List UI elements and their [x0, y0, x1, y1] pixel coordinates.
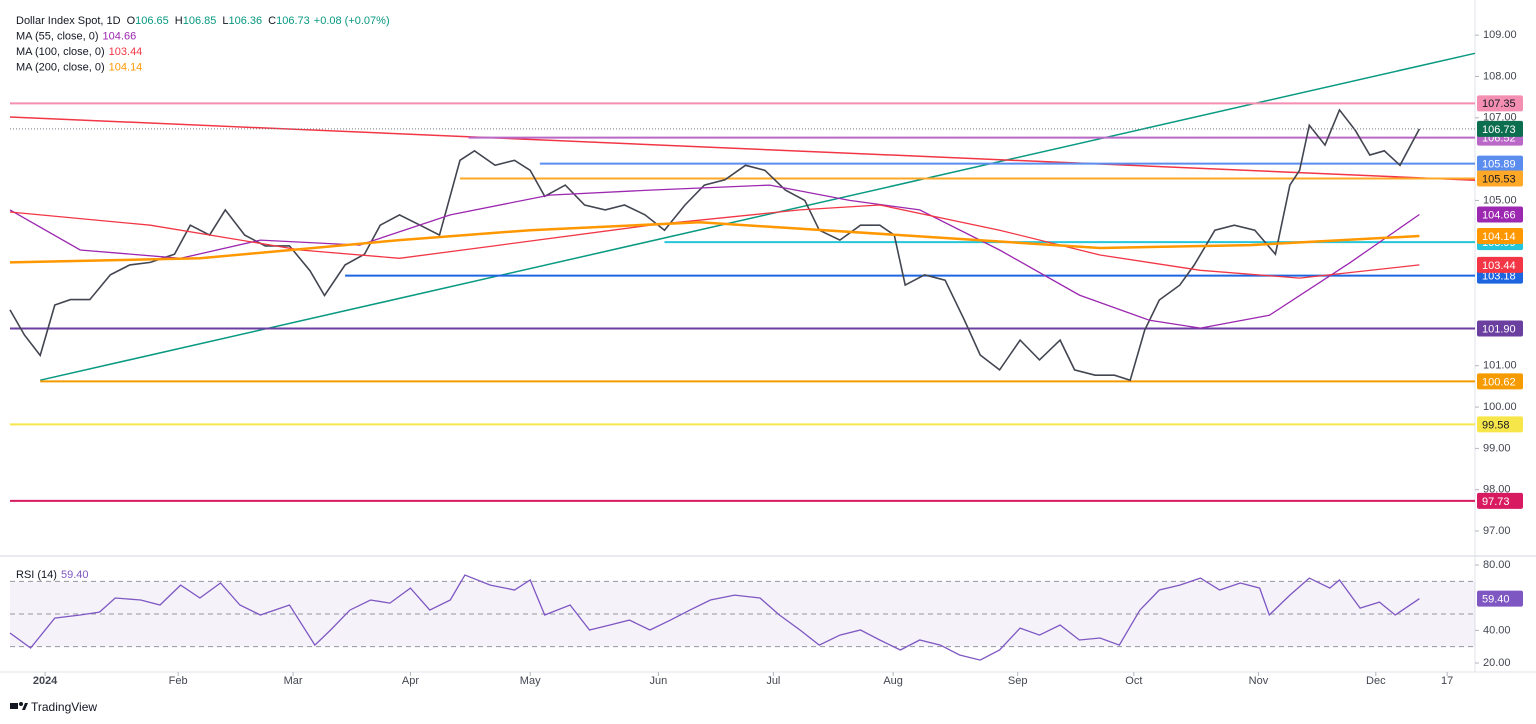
x-tick-label: Feb	[169, 675, 188, 687]
y-tick-label: 98.00	[1483, 484, 1511, 496]
ohlc-value: 106.65	[135, 15, 169, 27]
last-value-label-bg	[1477, 256, 1523, 273]
level-label-bg	[1477, 373, 1523, 390]
legend-name: MA (100, close, 0)	[16, 46, 105, 58]
level-label: 99.58	[1482, 419, 1510, 431]
legend-value: 103.44	[109, 46, 143, 58]
y-tick-label: 40.00	[1483, 624, 1511, 636]
last-value-label-bg	[1477, 590, 1523, 607]
ohlc-key: C	[268, 15, 276, 27]
ohlc-value: 106.36	[229, 15, 263, 27]
level-label-bg	[1477, 155, 1523, 172]
logo	[10, 702, 28, 710]
last-value-label-bg	[1477, 120, 1523, 137]
x-tick-label: Oct	[1125, 675, 1142, 687]
series-line	[9, 184, 1420, 329]
level-label: 103.18	[1482, 271, 1516, 283]
series-line	[9, 108, 1421, 382]
x-tick-label: Dec	[1366, 675, 1386, 687]
level-label-bg	[1477, 170, 1523, 187]
last-value-label-bg	[1477, 227, 1523, 244]
x-tick-label: Jun	[650, 675, 668, 687]
y-tick-label: 100.00	[1483, 401, 1517, 413]
x-tick-label: Aug	[883, 675, 903, 687]
legend-entry: MA (100, close, 0) 103.44	[16, 46, 142, 58]
rsi-value: 59.40	[61, 569, 89, 581]
y-tick-label: 109.00	[1483, 29, 1517, 41]
y-tick-label: 80.00	[1483, 559, 1511, 571]
ohlc-key: O	[127, 15, 136, 27]
level-label-bg	[1477, 320, 1523, 337]
x-tick-label: Apr	[402, 675, 419, 687]
legend-name: MA (55, close, 0)	[16, 30, 99, 42]
y-tick-label: 105.00	[1483, 194, 1517, 206]
trendline	[9, 116, 1476, 181]
legend-value: 104.14	[109, 61, 143, 73]
series-line	[9, 221, 1420, 264]
level-label: 105.89	[1482, 159, 1516, 171]
legend-title: Dollar Index Spot, 1D O106.65 H106.85 L106.…	[16, 15, 390, 27]
ohlc-value: 106.85	[183, 15, 217, 27]
last-value-label: 104.14	[1482, 231, 1516, 243]
y-tick-label: 101.00	[1483, 360, 1517, 372]
x-tick-label: May	[520, 675, 541, 687]
level-label-bg	[1477, 95, 1523, 112]
ohlc-key: L	[222, 15, 228, 27]
last-value-label: 103.44	[1482, 260, 1516, 272]
change: +0.08 (+0.07%)	[314, 15, 390, 27]
last-value-label: 59.40	[1482, 594, 1510, 606]
level-label: 101.90	[1482, 323, 1516, 335]
brand: TradingView	[31, 700, 97, 714]
legend-value: 104.66	[103, 30, 137, 42]
legend-entry: MA (200, close, 0) 104.14	[16, 61, 142, 73]
x-tick-label: Jul	[766, 675, 780, 687]
last-value-label: 104.66	[1482, 209, 1516, 221]
level-label: 97.73	[1482, 496, 1510, 508]
legend-entry: MA (55, close, 0) 104.66	[16, 30, 136, 42]
last-value-label-bg	[1477, 206, 1523, 223]
y-tick-label: 20.00	[1483, 657, 1511, 669]
rsi-name: RSI (14)	[16, 569, 57, 581]
ohlc-key: H	[175, 15, 183, 27]
y-tick-label: 108.00	[1483, 70, 1517, 82]
level-label: 107.35	[1482, 98, 1516, 110]
x-tick-label: 2024	[33, 675, 58, 687]
x-tick-label: Sep	[1008, 675, 1028, 687]
trendline	[40, 52, 1476, 381]
level-label-bg	[1477, 416, 1523, 433]
x-tick-label: 17	[1441, 675, 1453, 687]
series-line	[9, 574, 1420, 661]
level-label: 105.53	[1482, 173, 1516, 185]
rsi-title: RSI (14) 59.40	[16, 569, 89, 581]
x-tick-label: Nov	[1249, 675, 1269, 687]
y-tick-label: 97.00	[1483, 525, 1511, 537]
ohlc-value: 106.73	[276, 15, 310, 27]
legend-name: MA (200, close, 0)	[16, 61, 105, 73]
level-label-bg	[1477, 492, 1523, 509]
y-tick-label: 99.00	[1483, 442, 1511, 454]
x-tick-label: Mar	[284, 675, 303, 687]
level-label: 100.62	[1482, 376, 1516, 388]
y-tick-label: 107.00	[1483, 112, 1517, 124]
symbol: Dollar Index Spot, 1D	[16, 15, 121, 27]
last-value-label: 106.73	[1482, 124, 1516, 136]
